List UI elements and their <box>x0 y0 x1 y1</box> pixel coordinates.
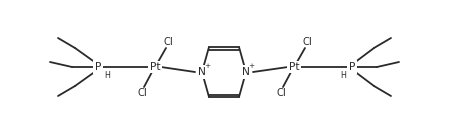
Text: H: H <box>104 71 110 80</box>
Text: Pt: Pt <box>289 62 299 72</box>
Text: +: + <box>204 63 210 69</box>
Text: Cl: Cl <box>276 88 286 98</box>
Text: P: P <box>349 62 355 72</box>
Text: P: P <box>95 62 101 72</box>
Text: +: + <box>248 63 254 69</box>
Text: Cl: Cl <box>137 88 147 98</box>
Text: N: N <box>198 67 206 77</box>
Text: H: H <box>340 71 346 80</box>
Text: N: N <box>242 67 250 77</box>
Text: Pt: Pt <box>150 62 160 72</box>
Text: Cl: Cl <box>163 37 173 47</box>
Text: Cl: Cl <box>302 37 312 47</box>
